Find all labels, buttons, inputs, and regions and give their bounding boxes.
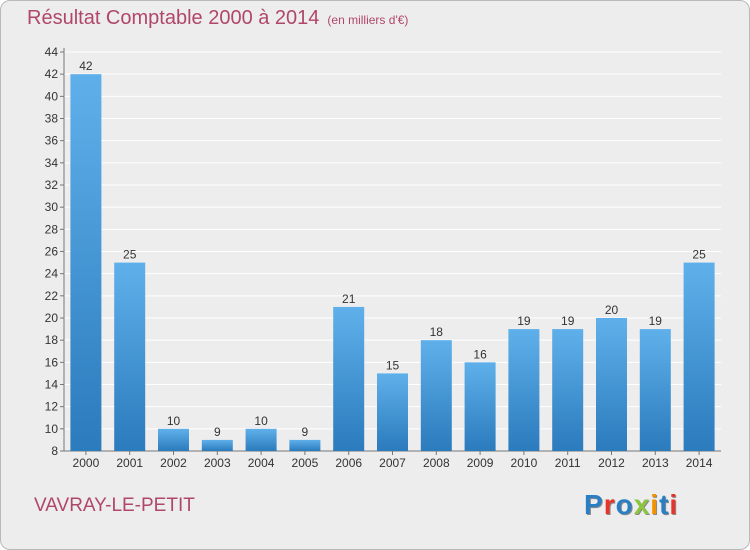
bar-chart: 8 10 12 14 16 18 20 22 24 26 28 30 32 34 36 38 40 42 44 42 2…: [45, 45, 721, 470]
bar: [639, 329, 671, 451]
bar: [596, 318, 627, 451]
y-tick-label: 20: [45, 311, 59, 325]
y-tick-label: 10: [45, 422, 59, 436]
data-label: 9: [214, 425, 221, 439]
y-tick-label: 24: [45, 267, 59, 281]
data-label: 19: [649, 314, 663, 328]
proxiti-logo: Proxiti: [584, 489, 679, 520]
y-tick-label: 44: [45, 45, 59, 59]
x-tick-label: 2009: [467, 456, 494, 470]
x-tick-label: 2014: [686, 456, 713, 470]
y-tick-label: 16: [45, 355, 59, 369]
data-label: 42: [79, 59, 93, 73]
y-tick-label: 30: [45, 200, 59, 214]
data-label: 25: [692, 248, 706, 262]
commune-name: VAVRAY-LE-PETIT: [34, 495, 195, 516]
y-tick-label: 18: [45, 333, 59, 347]
data-label: 10: [167, 414, 181, 428]
x-tick-label: 2012: [598, 456, 625, 470]
x-tick-label: 2010: [511, 456, 538, 470]
y-tick-label: 42: [45, 67, 59, 81]
bar: [114, 262, 146, 451]
data-label: 21: [342, 292, 356, 306]
data-label: 9: [302, 425, 309, 439]
x-tick-label: 2013: [642, 456, 669, 470]
bar: [464, 362, 496, 451]
x-tick-label: 2002: [160, 456, 187, 470]
x-tick-label: 2011: [555, 456, 581, 470]
bar: [420, 340, 452, 451]
y-tick-label: 40: [45, 89, 59, 103]
y-tick-label: 32: [45, 178, 59, 192]
y-tick-label: 34: [45, 156, 59, 170]
bar: [289, 439, 321, 451]
bar: [683, 262, 715, 451]
x-tick-label: 2003: [204, 456, 231, 470]
y-tick-label: 36: [45, 134, 59, 148]
x-tick-label: 2006: [335, 456, 362, 470]
y-tick-label: 26: [45, 245, 59, 259]
chart-subtitle: (en milliers d'€): [327, 13, 409, 27]
data-label: 25: [123, 248, 137, 262]
bar: [245, 428, 277, 451]
bar: [552, 329, 584, 451]
bar: [333, 306, 365, 451]
x-tick-label: 2001: [116, 456, 143, 470]
data-label: 19: [561, 314, 575, 328]
y-tick-label: 14: [45, 378, 59, 392]
y-tick-label: 28: [45, 222, 59, 236]
x-tick-label: 2007: [379, 456, 406, 470]
data-label: 18: [430, 325, 444, 339]
data-label: 15: [386, 358, 400, 372]
bar: [201, 439, 233, 451]
data-label: 20: [605, 303, 619, 317]
y-tick-label: 12: [45, 400, 59, 414]
bar: [508, 329, 540, 451]
chart-title: Résultat Comptable 2000 à 2014 (en millie…: [27, 7, 409, 29]
x-tick-label: 2005: [292, 456, 319, 470]
y-tick-label: 22: [45, 289, 59, 303]
data-label: 10: [254, 414, 268, 428]
y-tick-label: 38: [45, 112, 59, 126]
x-tick-label: 2004: [248, 456, 275, 470]
y-tick-label: 8: [51, 444, 58, 458]
x-tick-label: 2000: [73, 456, 100, 470]
bar: [158, 428, 189, 451]
bar: [377, 373, 408, 451]
data-label: 19: [517, 314, 531, 328]
x-tick-label: 2008: [423, 456, 450, 470]
data-label: 16: [473, 347, 487, 361]
bar: [70, 74, 102, 452]
